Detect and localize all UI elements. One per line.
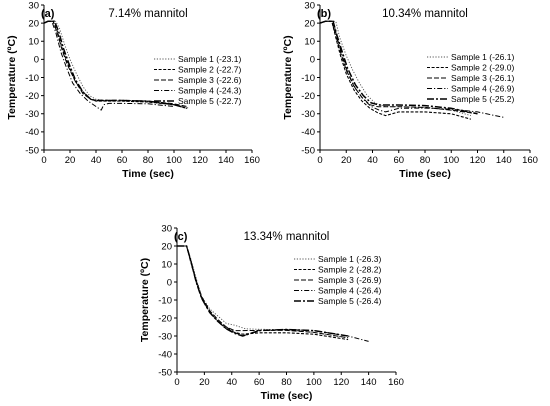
x-tick-label: 140: [218, 155, 234, 166]
x-tick-label: 60: [117, 155, 128, 166]
legend-entry: Sample 5 (-22.7): [178, 96, 241, 106]
series-line-sample-5: [319, 20, 478, 115]
panel-label: (a): [41, 8, 55, 20]
x-tick-label: 140: [361, 377, 377, 388]
x-tick-label: 40: [91, 155, 102, 166]
x-tick-label: 40: [367, 155, 378, 166]
x-tick-label: 120: [333, 377, 349, 388]
series-line-sample-3: [43, 20, 188, 107]
x-tick-label: 160: [522, 155, 538, 166]
y-tick-label: -30: [158, 331, 172, 342]
y-tick-label: -10: [25, 73, 39, 84]
y-tick-label: 20: [161, 241, 172, 252]
legend-entry: Sample 5 (-26.4): [318, 296, 381, 306]
x-tick-label: 60: [254, 377, 265, 388]
legend-entry: Sample 5 (-25.2): [451, 94, 514, 104]
y-tick-label: 20: [28, 18, 39, 29]
x-tick-label: 100: [443, 155, 459, 166]
panel-title: 13.34% mannitol: [244, 231, 330, 243]
x-tick-label: 120: [192, 155, 208, 166]
legend: Sample 1 (-23.1)Sample 2 (-22.7)Sample 3…: [154, 54, 241, 106]
y-tick-label: -50: [25, 145, 39, 156]
x-tick-label: 120: [470, 155, 486, 166]
x-axis-title: Time (sec): [399, 168, 451, 180]
x-tick-label: 0: [317, 155, 322, 166]
x-tick-label: 140: [496, 155, 512, 166]
x-tick-label: 160: [244, 155, 260, 166]
x-tick-label: 20: [65, 155, 76, 166]
y-tick-label: -20: [158, 313, 172, 324]
x-tick-label: 80: [281, 377, 292, 388]
x-tick-label: 20: [199, 377, 210, 388]
y-tick-label: -20: [25, 91, 39, 102]
y-tick-label: 10: [161, 259, 172, 270]
x-axis-title: Time (sec): [122, 168, 174, 180]
y-tick-label: -40: [301, 127, 315, 138]
y-tick-label: 30: [161, 223, 172, 234]
legend: Sample 1 (-26.1)Sample 2 (-29.0)Sample 3…: [427, 52, 514, 104]
y-tick-label: 10: [28, 37, 39, 48]
panel-title: 10.34% mannitol: [382, 8, 468, 20]
series-line-sample-4: [319, 20, 504, 118]
y-tick-label: -50: [158, 367, 172, 378]
y-tick-label: -30: [301, 109, 315, 120]
y-tick-label: 20: [304, 18, 315, 29]
x-axis-title: Time (sec): [261, 390, 313, 402]
legend-entry: Sample 3 (-26.9): [318, 275, 381, 285]
legend-entry: Sample 2 (-22.7): [178, 65, 241, 75]
legend-entry: Sample 3 (-22.6): [178, 75, 241, 85]
x-tick-label: 80: [143, 155, 154, 166]
y-tick-label: 30: [304, 0, 315, 11]
y-tick-label: -40: [25, 127, 39, 138]
y-tick-label: -40: [158, 349, 172, 360]
series-line-sample-2: [319, 20, 472, 120]
legend-entry: Sample 1 (-26.3): [318, 254, 381, 264]
legend-entry: Sample 2 (-29.0): [451, 63, 514, 73]
y-axis-title: Temperature (ºC): [282, 35, 294, 119]
x-tick-label: 160: [388, 377, 404, 388]
legend: Sample 1 (-26.3)Sample 2 (-28.2)Sample 3…: [294, 254, 381, 306]
x-tick-label: 60: [393, 155, 404, 166]
y-tick-label: -20: [301, 91, 315, 102]
series-line-sample-4: [43, 20, 175, 111]
legend-entry: Sample 3 (-26.1): [451, 73, 514, 83]
y-tick-label: 0: [167, 277, 172, 288]
series-line-sample-5: [177, 245, 349, 337]
series-line-sample-5: [43, 20, 188, 110]
y-tick-label: -50: [301, 145, 315, 156]
x-tick-label: 20: [341, 155, 352, 166]
y-tick-label: 10: [304, 37, 315, 48]
legend-entry: Sample 1 (-26.1): [451, 52, 514, 62]
y-tick-label: 30: [28, 0, 39, 11]
y-tick-label: -10: [301, 73, 315, 84]
y-axis-title: Temperature (ºC): [139, 258, 151, 342]
legend-entry: Sample 4 (-26.9): [451, 84, 514, 94]
series-line-sample-1: [43, 20, 190, 109]
panel-label: (c): [174, 231, 188, 243]
y-tick-label: -30: [25, 109, 39, 120]
legend-entry: Sample 2 (-28.2): [318, 265, 381, 275]
y-tick-label: 0: [310, 55, 315, 66]
legend-entry: Sample 1 (-23.1): [178, 54, 241, 64]
x-tick-label: 80: [420, 155, 431, 166]
panel-title: 7.14% mannitol: [108, 8, 187, 20]
y-tick-label: -10: [158, 295, 172, 306]
y-axis-title: Temperature (ºC): [6, 35, 18, 119]
x-tick-label: 100: [166, 155, 182, 166]
series-line-sample-1: [319, 20, 472, 117]
legend-entry: Sample 4 (-26.4): [318, 286, 381, 296]
x-tick-label: 0: [174, 377, 179, 388]
y-tick-label: 0: [34, 55, 39, 66]
x-tick-label: 0: [41, 155, 46, 166]
panel-label: (b): [317, 8, 331, 20]
x-tick-label: 40: [226, 377, 237, 388]
x-tick-label: 100: [306, 377, 322, 388]
legend-entry: Sample 4 (-24.3): [178, 86, 241, 96]
